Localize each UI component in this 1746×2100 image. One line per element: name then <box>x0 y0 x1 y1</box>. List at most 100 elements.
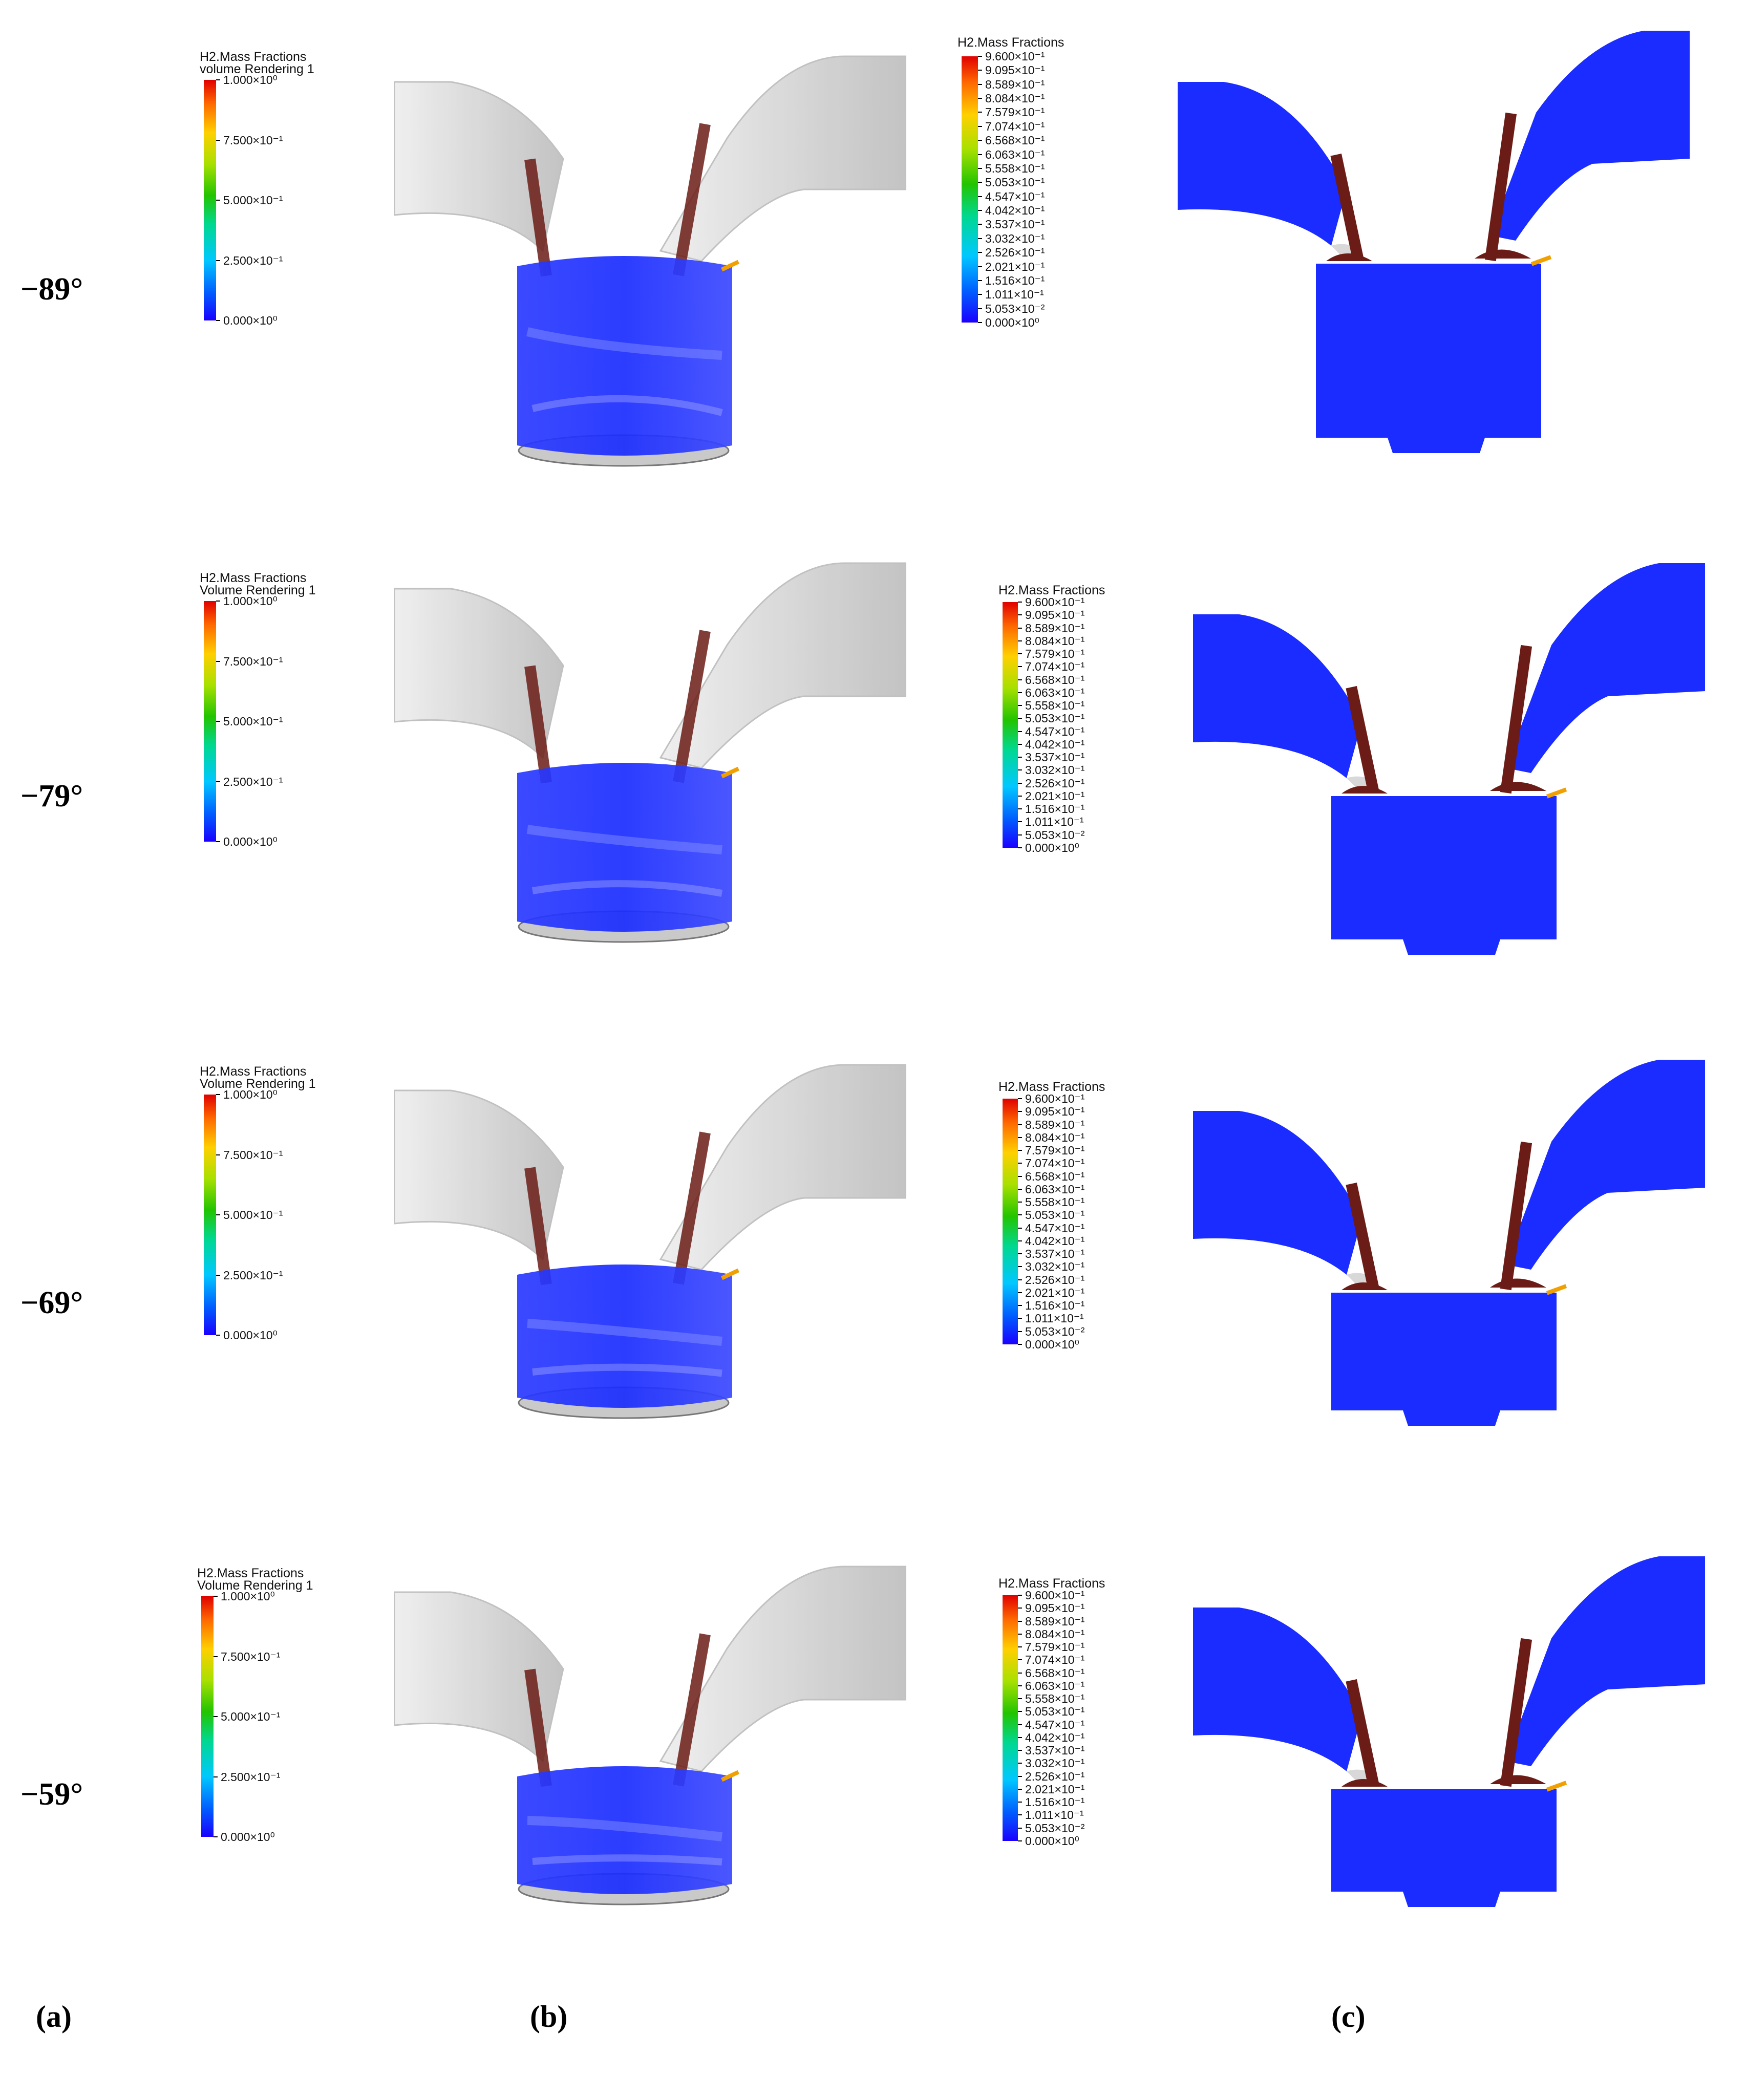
legend-tick-label: 4.547×10⁻¹ <box>1025 724 1085 738</box>
crank-angle-label: −59° <box>20 1777 83 1812</box>
legend-tick-mark <box>216 200 220 201</box>
spark-plug <box>1546 1781 1567 1792</box>
legend-tick-label: 3.032×10⁻¹ <box>985 231 1045 245</box>
colorbar <box>962 56 978 323</box>
legend-tick-label: 7.500×10⁻¹ <box>223 133 283 147</box>
legend-tick-label: 8.589×10⁻¹ <box>1025 621 1085 635</box>
legend-tick-mark <box>1018 602 1022 603</box>
legend-tick-label: 0.000×10⁰ <box>1025 841 1079 854</box>
legend-title: H2.Mass Fractions <box>197 1566 304 1580</box>
legend-tick-label: 3.032×10⁻¹ <box>1025 1756 1085 1770</box>
legend-tick-mark <box>1018 1124 1022 1125</box>
legend-subtitle: Volume Rendering 1 <box>200 1077 316 1091</box>
valve-head <box>1342 1779 1388 1787</box>
legend-tick-label: 8.589×10⁻¹ <box>985 77 1045 91</box>
legend-tick-label: 1.011×10⁻¹ <box>1025 1808 1084 1822</box>
legend-tick-mark <box>978 308 982 309</box>
legend-tick-mark <box>1018 757 1022 758</box>
legend-tick-mark <box>1018 1344 1022 1345</box>
legend-tick-label: 7.074×10⁻¹ <box>1025 660 1085 674</box>
legend-tick-label: 2.526×10⁻¹ <box>1025 776 1085 790</box>
legend-tick-label: 1.011×10⁻¹ <box>1025 815 1084 829</box>
intake-valve-stem <box>524 1167 552 1285</box>
legend-tick-mark <box>1018 614 1022 616</box>
exhaust-port <box>659 55 906 262</box>
cylinder-charge <box>517 1265 732 1408</box>
legend-tick-label: 8.084×10⁻¹ <box>1025 1627 1085 1641</box>
legend-tick-mark <box>216 320 220 321</box>
legend-tick-mark <box>1018 679 1022 680</box>
legend-tick-label: 0.000×10⁰ <box>223 1328 278 1342</box>
legend-tick-mark <box>1018 1685 1022 1686</box>
exhaust-port <box>1505 1556 1705 1766</box>
cylinder-surface-render <box>1193 1546 1705 2007</box>
legend-subtitle: volume Rendering 1 <box>200 62 314 76</box>
valve-head <box>1475 249 1531 259</box>
legend-tick-mark <box>978 154 982 155</box>
legend-tick-label: 4.547×10⁻¹ <box>1025 1718 1085 1731</box>
legend-tick-label: 7.074×10⁻¹ <box>985 119 1045 133</box>
legend-tick-label: 5.053×10⁻¹ <box>1025 1208 1085 1222</box>
legend-tick-mark <box>1018 1633 1022 1635</box>
legend-tick-mark <box>978 140 982 141</box>
caption-a: (a) <box>36 2000 72 2033</box>
crank-angle-label: −89° <box>20 272 83 307</box>
spark-plug <box>720 260 740 272</box>
legend-tick-label: 2.526×10⁻¹ <box>1025 1769 1085 1783</box>
valve-head <box>1342 786 1388 794</box>
legend-title: H2.Mass Fractions <box>998 1576 1105 1591</box>
legend-tick-label: 1.516×10⁻¹ <box>1025 1795 1085 1809</box>
legend-tick-mark <box>216 79 220 80</box>
legend-tick-mark <box>978 294 982 295</box>
legend-tick-label: 4.042×10⁻¹ <box>1025 1234 1085 1248</box>
legend-tick-mark <box>1018 1214 1022 1216</box>
legend-tick-mark <box>216 1274 220 1276</box>
valve-head <box>1490 1278 1546 1288</box>
legend-tick-label: 8.589×10⁻¹ <box>1025 1614 1085 1628</box>
intake-port <box>1178 82 1347 246</box>
legend-tick-label: 9.600×10⁻¹ <box>1025 1092 1085 1105</box>
charge-swirl <box>531 880 723 897</box>
legend-tick-label: 0.000×10⁰ <box>1025 1834 1079 1848</box>
legend-tick-label: 7.074×10⁻¹ <box>1025 1156 1085 1170</box>
legend-tick-label: 5.558×10⁻¹ <box>1025 699 1085 713</box>
legend-tick-label: 5.558×10⁻¹ <box>1025 1692 1085 1706</box>
legend-tick-mark <box>1018 653 1022 655</box>
legend-tick-label: 7.579×10⁻¹ <box>1025 647 1085 661</box>
legend-tick-label: 5.000×10⁻¹ <box>223 194 283 207</box>
legend-tick-mark <box>216 781 220 782</box>
legend-tick-mark <box>1018 834 1022 835</box>
legend-tick-mark <box>978 196 982 197</box>
legend-tick-label: 2.526×10⁻¹ <box>1025 1273 1085 1287</box>
legend-tick-label: 9.095×10⁻¹ <box>1025 1105 1085 1119</box>
intake-valve-stem <box>1346 1679 1379 1787</box>
charge-swirl <box>532 1854 722 1866</box>
legend-tick-label: 6.063×10⁻¹ <box>985 147 1045 161</box>
cylinder-volume-render <box>394 543 906 1003</box>
legend-tick-label: 8.084×10⁻¹ <box>1025 634 1085 648</box>
surface-legend: H2.Mass Fractions 9.600×10⁻¹ 9.095×10⁻¹ 8.… <box>998 1577 1152 1863</box>
legend-tick-mark <box>978 238 982 239</box>
legend-tick-label: 2.526×10⁻¹ <box>985 246 1045 260</box>
crank-angle-label: −79° <box>20 779 83 813</box>
spark-plug <box>720 766 740 779</box>
spark-plug <box>720 1268 740 1280</box>
legend-tick-mark <box>1018 692 1022 693</box>
legend-tick-mark <box>1018 1840 1022 1841</box>
legend-tick-label: 5.000×10⁻¹ <box>223 1208 283 1222</box>
legend-tick-label: 5.053×10⁻² <box>985 302 1045 315</box>
legend-tick-label: 3.537×10⁻¹ <box>1025 1247 1085 1261</box>
legend-tick-mark <box>1018 1163 1022 1164</box>
legend-tick-mark <box>1018 1827 1022 1829</box>
exhaust-valve-stem <box>1500 645 1532 794</box>
legend-tick-mark <box>1018 1227 1022 1229</box>
legend-subtitle: Volume Rendering 1 <box>197 1578 313 1593</box>
legend-tick-label: 7.500×10⁻¹ <box>223 1148 283 1162</box>
intake-port <box>1193 1608 1362 1771</box>
legend-title: H2.Mass Fractions <box>200 571 307 585</box>
legend-tick-label: 1.516×10⁻¹ <box>985 273 1045 287</box>
legend-tick-label: 6.568×10⁻¹ <box>1025 673 1085 687</box>
cylinder-volume-render <box>394 1546 906 2007</box>
legend-tick-mark <box>216 1335 220 1336</box>
legend-tick-label: 3.032×10⁻¹ <box>1025 1260 1085 1274</box>
